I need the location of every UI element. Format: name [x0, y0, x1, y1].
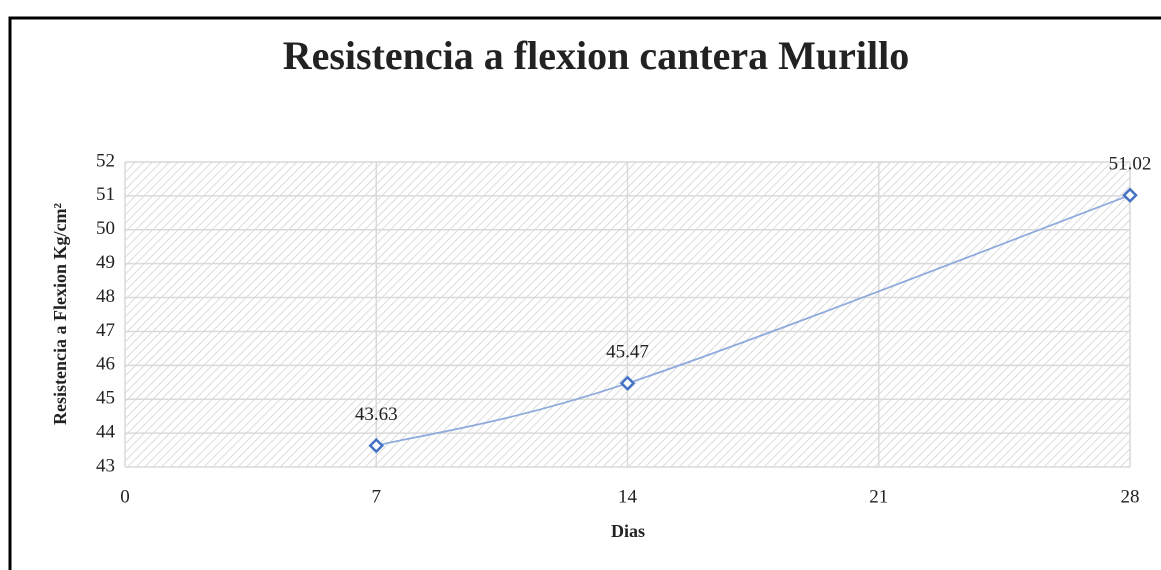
point-marker	[1122, 187, 1138, 203]
y-tick-label: 45	[96, 388, 115, 409]
y-tick-label: 52	[96, 150, 115, 171]
data-label: 45.47	[606, 342, 649, 363]
x-tick-label: 21	[869, 486, 888, 507]
y-axis-label: Resistencia a Flexion Kg/cm²	[50, 203, 70, 425]
y-tick-label: 51	[96, 184, 115, 205]
point-marker	[619, 375, 636, 392]
series-line	[376, 194, 1131, 447]
y-tick-label: 46	[96, 354, 115, 375]
y-tick-label: 47	[96, 320, 115, 341]
y-tick-label: 44	[96, 421, 116, 442]
x-tick-label: 14	[618, 486, 638, 507]
data-label: 43.63	[355, 404, 398, 425]
y-tick-label: 50	[96, 218, 115, 239]
data-label: 51.02	[1109, 154, 1152, 175]
x-tick-label: 28	[1121, 486, 1140, 507]
y-tick-label: 48	[96, 286, 115, 307]
x-tick-label: 0	[120, 486, 130, 507]
x-axis-label: Dias	[611, 521, 645, 541]
chart-title: Resistencia a flexion cantera Murillo	[283, 33, 910, 78]
y-tick-label: 49	[96, 252, 115, 273]
y-tick-label: 43	[96, 455, 115, 476]
point-marker	[368, 437, 385, 454]
x-tick-label: 7	[372, 486, 382, 507]
